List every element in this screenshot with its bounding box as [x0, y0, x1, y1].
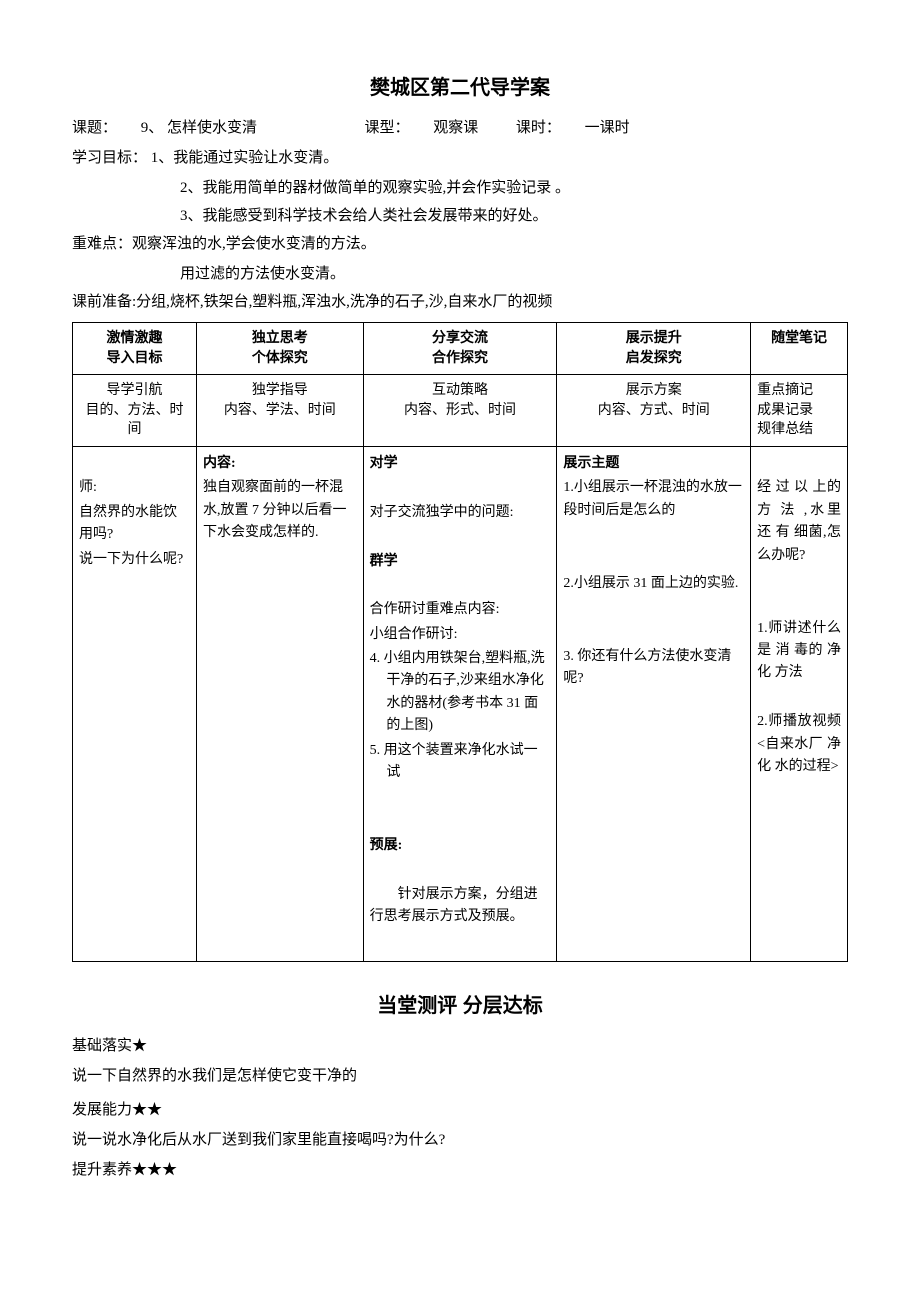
prep-row: 课前准备:分组,烧杯,铁架台,塑料瓶,浑浊水,洗净的石子,沙,自来水厂的视频	[72, 290, 848, 314]
assess-l2: 说一下自然界的水我们是怎样使它变干净的	[72, 1064, 848, 1088]
prep-value: 分组,烧杯,铁架台,塑料瓶,浑浊水,洗净的石子,沙,自来水厂的视频	[136, 294, 552, 310]
c3-li4: 4. 小组内用铁架台,塑料瓶,洗干净的石子,沙来组水净化水的器材(参考书本 31…	[370, 648, 551, 738]
c3-yu-p: 针对展示方案，分组进行思考展示方式及预展。	[370, 884, 551, 929]
document-title: 樊城区第二代导学案	[72, 72, 848, 104]
header-row-1: 激情激趣导入目标 独立思考个体探究 分享交流合作探究 展示提升启发探究 随堂笔记	[73, 323, 848, 375]
keypoints-2: 用过滤的方法使水变清。	[72, 262, 848, 286]
type-value: 观察课	[433, 120, 478, 136]
objective-label: 学习目标：	[72, 150, 147, 166]
period-value: 一课时	[585, 120, 630, 136]
cell-3: 对学 对子交流独学中的问题: 群学 合作研讨重难点内容: 小组合作研讨: 4. …	[363, 446, 557, 961]
type-label: 课型：	[365, 120, 410, 136]
hdr-4: 展示提升启发探究	[557, 323, 751, 375]
cell-1: 师: 自然界的水能饮用吗? 说一下为什么呢?	[73, 446, 197, 961]
sub-2: 独学指导内容、学法、时间	[197, 375, 364, 447]
c4-p2: 2.小组展示 31 面上边的实验.	[563, 573, 744, 595]
c5-p2: 1.师讲述什么 是 消 毒的 净 化 方法	[757, 618, 841, 685]
cell-4: 展示主题 1.小组展示一杯混浊的水放一段时间后是怎么的 2.小组展示 31 面上…	[557, 446, 751, 961]
c1-l1: 师:	[79, 477, 190, 499]
c4-p3: 3. 你还有什么方法使水变清呢?	[563, 646, 744, 691]
assess-l5: 提升素养★★★	[72, 1158, 848, 1182]
c5-p1: 经 过 以 上的 方 法 ,水里 还 有 细菌,怎么办呢?	[757, 477, 841, 567]
topic-label: 课题：	[72, 120, 117, 136]
objective-3: 3、我能感受到科学技术会给人类社会发展带来的好处。	[72, 204, 848, 228]
cell-2: 内容: 独自观察面前的一杯混水,放置 7 分钟以后看一下水会变成怎样的.	[197, 446, 364, 961]
c3-li5: 5. 用这个装置来净化水试一试	[370, 740, 551, 785]
assess-l3: 发展能力★★	[72, 1098, 848, 1122]
keypoints-row: 重难点：观察浑浊的水,学会使水变清的方法。	[72, 232, 848, 256]
c3-qun: 群学	[370, 551, 551, 573]
hdr-1: 激情激趣导入目标	[73, 323, 197, 375]
c1-l3: 说一下为什么呢?	[79, 549, 190, 571]
hdr-5: 随堂笔记	[751, 323, 848, 375]
header-row-2: 导学引航目的、方法、时间 独学指导内容、学法、时间 互动策略内容、形式、时间 展…	[73, 375, 848, 447]
c3-qun-p2: 小组合作研讨:	[370, 624, 551, 646]
assessment-title: 当堂测评 分层达标	[72, 990, 848, 1022]
objective-2: 2、我能用简单的器材做简单的观察实验,并会作实验记录 。	[72, 176, 848, 200]
sub-5: 重点摘记成果记录规律总结	[751, 375, 848, 447]
assess-l1: 基础落实★	[72, 1034, 848, 1058]
c1-l2: 自然界的水能饮用吗?	[79, 502, 190, 547]
c4-p1: 1.小组展示一杯混浊的水放一段时间后是怎么的	[563, 477, 744, 522]
keypoints-label: 重难点：	[72, 236, 132, 252]
objective-row: 学习目标： 1、我能通过实验让水变清。	[72, 146, 848, 170]
c2-title: 内容:	[203, 453, 357, 475]
objective-1: 1、我能通过实验让水变清。	[151, 150, 339, 166]
keypoints-1: 观察浑浊的水,学会使水变清的方法。	[132, 236, 376, 252]
c2-p: 独自观察面前的一杯混水,放置 7 分钟以后看一下水会变成怎样的.	[203, 477, 357, 544]
topic-row: 课题： 9、 怎样使水变清 课型： 观察课 课时： 一课时	[72, 116, 848, 140]
hdr-3: 分享交流合作探究	[363, 323, 557, 375]
sub-3: 互动策略内容、形式、时间	[363, 375, 557, 447]
c5-p3: 2.师播放视频<自来水厂 净 化 水的过程>	[757, 711, 841, 778]
c3-qun-p1: 合作研讨重难点内容:	[370, 599, 551, 621]
hdr-2: 独立思考个体探究	[197, 323, 364, 375]
c3-dui-p: 对子交流独学中的问题:	[370, 502, 551, 524]
cell-5: 经 过 以 上的 方 法 ,水里 还 有 细菌,怎么办呢? 1.师讲述什么 是 …	[751, 446, 848, 961]
topic-value: 9、 怎样使水变清	[141, 120, 257, 136]
assess-l4: 说一说水净化后从水厂送到我们家里能直接喝吗?为什么?	[72, 1128, 848, 1152]
period-label: 课时：	[516, 120, 561, 136]
sub-1: 导学引航目的、方法、时间	[73, 375, 197, 447]
c3-dui: 对学	[370, 453, 551, 475]
c3-yu: 预展:	[370, 835, 551, 857]
sub-4: 展示方案内容、方式、时间	[557, 375, 751, 447]
lesson-table: 激情激趣导入目标 独立思考个体探究 分享交流合作探究 展示提升启发探究 随堂笔记…	[72, 322, 848, 962]
prep-label: 课前准备:	[72, 294, 136, 310]
content-row: 师: 自然界的水能饮用吗? 说一下为什么呢? 内容: 独自观察面前的一杯混水,放…	[73, 446, 848, 961]
c4-title: 展示主题	[563, 453, 744, 475]
assessment-block: 基础落实★ 说一下自然界的水我们是怎样使它变干净的 发展能力★★ 说一说水净化后…	[72, 1034, 848, 1182]
